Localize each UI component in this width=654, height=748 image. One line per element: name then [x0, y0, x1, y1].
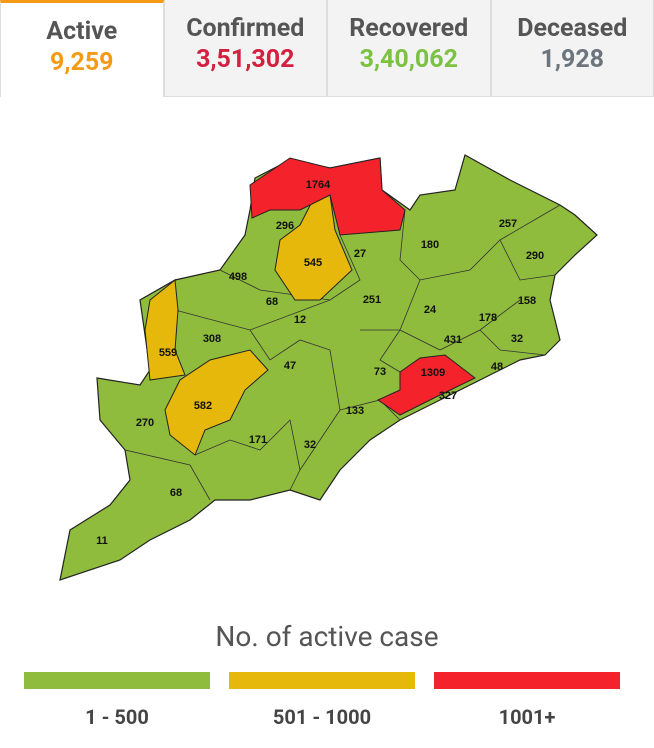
- district-value: 68: [170, 487, 182, 499]
- state-outline: [59, 154, 598, 581]
- district-value: 1309: [421, 367, 445, 379]
- legend-item: 501 - 1000: [229, 672, 415, 729]
- district-value: 68: [266, 296, 278, 308]
- tab-title: Deceased: [517, 14, 628, 43]
- legend-swatch: [24, 672, 210, 689]
- district-region: [376, 354, 476, 416]
- district-value: 545: [304, 257, 322, 269]
- district-value: 251: [363, 294, 381, 306]
- district-value: 178: [479, 312, 497, 324]
- tab-value: 1,928: [540, 45, 605, 74]
- legend-item: 1 - 500: [24, 672, 210, 729]
- district-value: 270: [136, 417, 154, 429]
- district-value: 158: [518, 295, 536, 307]
- district-value: 498: [229, 271, 247, 283]
- legend-swatch: [229, 672, 415, 689]
- district-value: 180: [421, 239, 439, 251]
- tabs: Active 9,259 Confirmed 3,51,302 Recovered 3…: [0, 0, 654, 97]
- district-value: 11: [96, 535, 108, 547]
- district-value: 32: [304, 439, 316, 451]
- district-value: 559: [159, 347, 177, 359]
- district-value: 296: [276, 220, 294, 232]
- tab[interactable]: Active 9,259: [0, 0, 164, 97]
- district-value: 73: [374, 366, 386, 378]
- tab[interactable]: Recovered 3,40,062: [327, 0, 491, 97]
- district-value: 308: [203, 333, 221, 345]
- district-value: 32: [511, 333, 523, 345]
- district-value: 171: [249, 434, 267, 446]
- legend-label: 501 - 1000: [272, 705, 372, 729]
- tab-value: 9,259: [49, 48, 114, 77]
- district-region: [144, 279, 186, 381]
- district-value: 431: [444, 334, 462, 346]
- district-value: 290: [526, 250, 544, 262]
- district-value: 257: [499, 218, 517, 230]
- district-value: 133: [346, 405, 364, 417]
- legend-title: No. of active case: [215, 620, 439, 653]
- legend: 1 - 500 501 - 1000 1001+: [24, 672, 620, 729]
- legend-label: 1 - 500: [85, 705, 149, 729]
- district-value: 582: [194, 400, 212, 412]
- district-value: 12: [294, 314, 306, 326]
- tab-title: Recovered: [349, 14, 469, 43]
- tab[interactable]: Deceased 1,928: [490, 0, 654, 97]
- district-value: 27: [354, 248, 366, 260]
- tab-title: Active: [46, 17, 118, 46]
- tab[interactable]: Confirmed 3,51,302: [163, 0, 327, 97]
- map: 1764 296 545 27 180 257 290 498 68 251 24 158 178 12 3…: [59, 154, 598, 581]
- district-value: 47: [284, 360, 296, 372]
- district-region: [164, 349, 269, 456]
- district-value: 1764: [306, 179, 331, 191]
- district-borders: [124, 204, 561, 501]
- tab-value: 3,51,302: [196, 45, 295, 74]
- legend-item: 1001+: [434, 672, 620, 729]
- district-region: [249, 157, 406, 236]
- tab-value: 3,40,062: [359, 45, 458, 74]
- legend-label: 1001+: [498, 705, 556, 729]
- district-region: [274, 189, 353, 301]
- legend-swatch: [434, 672, 620, 689]
- district-value: 327: [439, 390, 457, 402]
- district-value: 48: [491, 361, 503, 373]
- district-value: 24: [424, 304, 437, 316]
- tab-title: Confirmed: [186, 14, 305, 43]
